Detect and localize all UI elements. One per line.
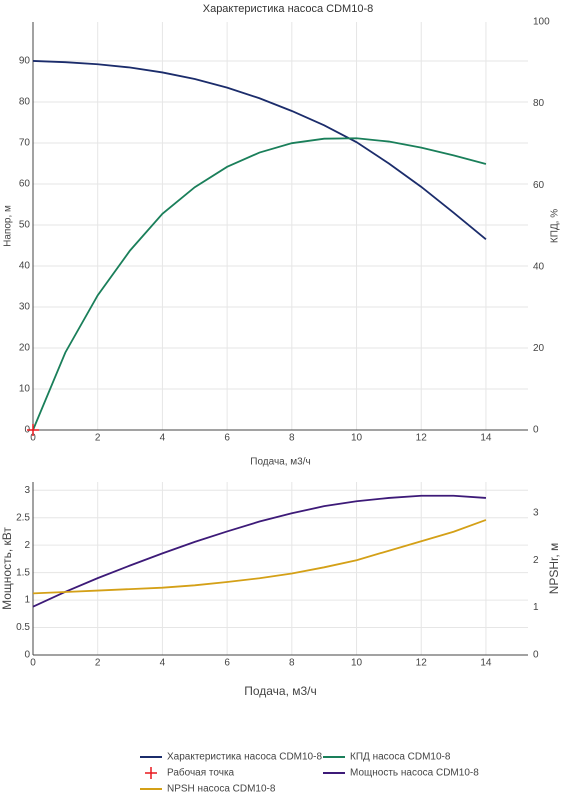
y-tick-label: 70 (19, 138, 31, 149)
x-tick-label: 14 (480, 658, 492, 669)
legend-label: Характеристика насоса CDM10-8 (167, 752, 322, 763)
y-tick-label: 30 (19, 302, 31, 313)
legend-label: Мощность насоса CDM10-8 (350, 768, 479, 779)
x-tick-label: 12 (416, 658, 428, 669)
y-axis-label: Мощность, кВт (0, 527, 14, 610)
y2-tick-label: 0 (533, 425, 539, 436)
y-tick-label: 0 (24, 650, 30, 661)
y2-tick-label: 100 (533, 17, 550, 28)
y2-tick-label: 40 (533, 261, 545, 272)
x-tick-label: 2 (95, 658, 101, 669)
y2-tick-label: 60 (533, 180, 545, 191)
y2-axis-label: КПД, % (550, 209, 561, 243)
y2-tick-label: 2 (533, 555, 539, 566)
x-tick-label: 4 (160, 658, 166, 669)
x-tick-label: 6 (224, 658, 230, 669)
y2-axis-label: NPSHr, м (547, 543, 561, 595)
y-tick-label: 20 (19, 343, 31, 354)
chart-title: Характеристика насоса CDM10-8 (203, 3, 374, 15)
y-tick-label: 1 (24, 595, 30, 606)
y2-tick-label: 20 (533, 343, 545, 354)
y-tick-label: 2.5 (16, 512, 30, 523)
y-axis-label: Напор, м (3, 205, 14, 247)
x-axis-label: Подача, м3/ч (244, 684, 317, 698)
series-line (32, 60, 487, 241)
y-tick-label: 90 (19, 56, 31, 67)
legend-label: NPSH насоса CDM10-8 (167, 784, 276, 795)
legend-label: КПД насоса CDM10-8 (350, 752, 451, 763)
x-tick-label: 8 (289, 433, 295, 444)
y-tick-label: 80 (19, 97, 31, 108)
x-tick-label: 12 (416, 433, 428, 444)
series-line (32, 494, 487, 608)
y-tick-label: 1.5 (16, 567, 30, 578)
y-tick-label: 3 (24, 485, 30, 496)
legend-label: Рабочая точка (167, 767, 235, 779)
y2-tick-label: 3 (533, 507, 539, 518)
x-tick-label: 6 (224, 433, 230, 444)
y-tick-label: 40 (19, 261, 31, 272)
x-tick-label: 0 (30, 658, 36, 669)
y2-tick-label: 80 (533, 98, 545, 109)
x-tick-label: 8 (289, 658, 295, 669)
y2-tick-label: 0 (533, 650, 539, 661)
y-tick-label: 10 (19, 384, 31, 395)
y-tick-label: 50 (19, 220, 31, 231)
y-tick-label: 0.5 (16, 622, 30, 633)
x-tick-label: 0 (30, 433, 36, 444)
working-point (27, 424, 39, 436)
x-tick-label: 2 (95, 433, 101, 444)
x-tick-label: 10 (351, 658, 363, 669)
y2-tick-label: 1 (533, 602, 539, 613)
y-tick-label: 2 (24, 540, 30, 551)
x-tick-label: 10 (351, 433, 363, 444)
x-tick-label: 14 (480, 433, 492, 444)
legend-symbol (145, 767, 157, 779)
x-axis-label: Подача, м3/ч (250, 457, 310, 468)
series-line (32, 519, 487, 595)
y-tick-label: 60 (19, 179, 31, 190)
series-line (32, 137, 487, 431)
x-tick-label: 4 (160, 433, 166, 444)
